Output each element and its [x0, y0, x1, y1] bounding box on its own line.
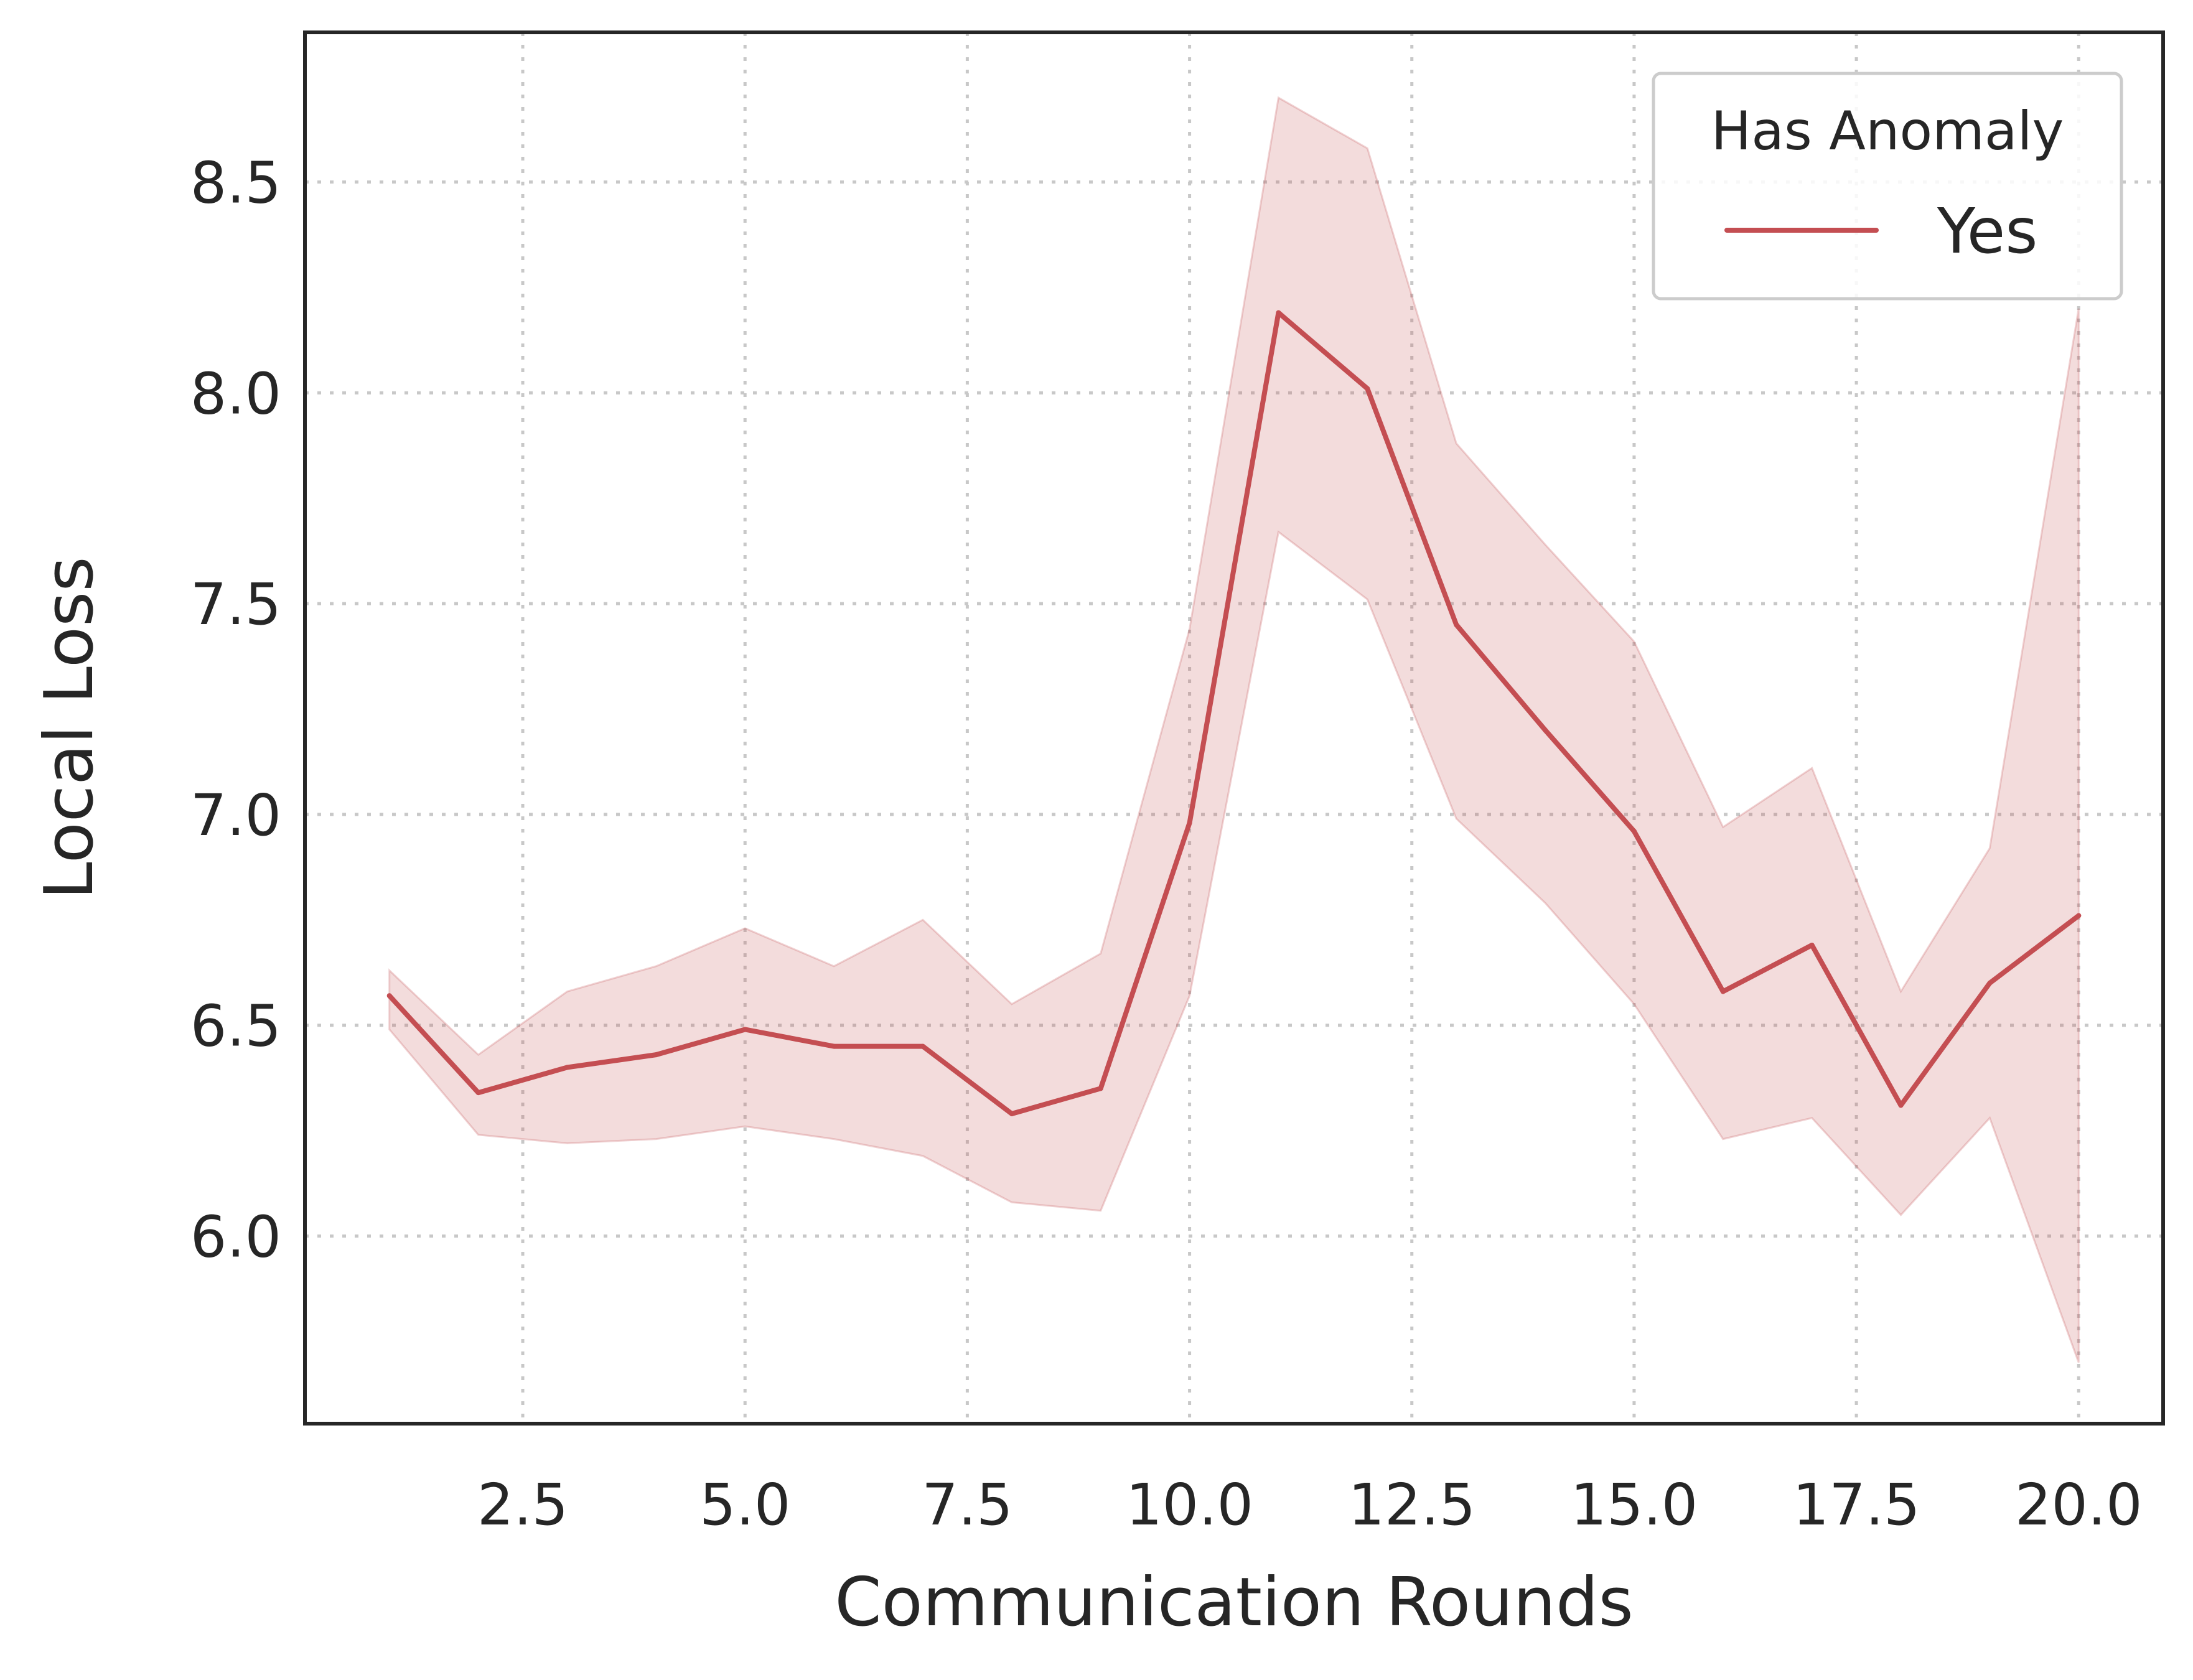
data-point	[1454, 622, 1459, 627]
grid	[305, 32, 2163, 1424]
x-tick-label: 15.0	[1570, 1472, 1698, 1538]
data-point	[564, 1065, 570, 1070]
x-tick-label: 7.5	[922, 1472, 1012, 1538]
data-point	[386, 993, 392, 999]
y-tick-label: 8.0	[190, 360, 281, 427]
confidence-band	[388, 96, 2080, 1363]
data-point	[920, 1043, 925, 1049]
legend-entry-yes: Yes	[1937, 195, 2037, 268]
series-line-0	[386, 310, 2082, 1116]
data-point	[653, 1052, 659, 1058]
data-point	[1365, 386, 1370, 391]
x-tick-label: 20.0	[2015, 1472, 2143, 1538]
data-point	[475, 1090, 481, 1096]
data-point	[1631, 829, 1637, 834]
legend-box	[1652, 72, 2123, 301]
plot-frame	[303, 30, 2165, 1426]
y-tick-label: 6.0	[190, 1203, 281, 1270]
x-axis-ticks: 2.5 5.0 7.5 10.0 12.5 15.0 17.5 20.0	[477, 1472, 2143, 1538]
data-point	[831, 1043, 837, 1049]
data-point	[742, 1027, 748, 1032]
confidence-band-0	[388, 96, 2080, 1363]
x-axis-label: Communication Rounds	[835, 1564, 1634, 1641]
y-axis-label: Local Loss	[30, 556, 108, 899]
data-point	[1720, 989, 1726, 994]
y-tick-label: 6.5	[190, 993, 281, 1060]
data-point	[1009, 1111, 1014, 1116]
data-point	[2076, 913, 2082, 918]
legend-title: Has Anomaly	[1711, 100, 2064, 162]
legend: Has Anomaly Yes	[1652, 72, 2123, 301]
x-tick-label: 5.0	[699, 1472, 790, 1538]
x-tick-label: 12.5	[1348, 1472, 1475, 1538]
data-point	[1187, 820, 1192, 826]
data-point	[1543, 727, 1548, 733]
y-tick-label: 7.5	[190, 571, 281, 638]
data-point	[1809, 942, 1815, 948]
x-tick-label: 10.0	[1126, 1472, 1253, 1538]
x-tick-label: 17.5	[1793, 1472, 1920, 1538]
y-tick-label: 7.0	[190, 782, 281, 849]
data-point	[1987, 980, 1993, 986]
data-point	[1098, 1086, 1103, 1091]
x-tick-label: 2.5	[477, 1472, 568, 1538]
data-point	[1276, 310, 1281, 315]
y-axis-ticks: 6.0 6.5 7.0 7.5 8.0 8.5	[190, 150, 281, 1271]
y-tick-label: 8.5	[190, 150, 281, 217]
series-lines	[386, 310, 2082, 1116]
data-point	[1898, 1103, 1904, 1108]
